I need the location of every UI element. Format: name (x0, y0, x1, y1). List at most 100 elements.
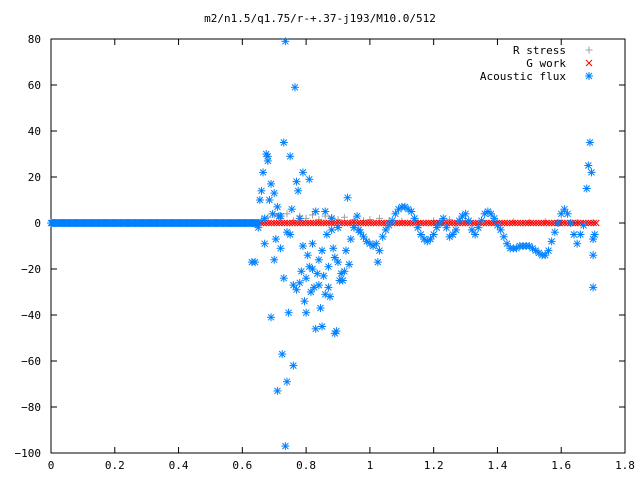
data-point (582, 184, 591, 193)
y-tick-label: −40 (21, 309, 41, 322)
data-point (496, 225, 505, 234)
data-point (251, 258, 260, 267)
data-point (372, 219, 380, 227)
y-tick-label: −60 (21, 355, 41, 368)
data-point (573, 239, 582, 248)
y-tick-label: −20 (21, 263, 41, 276)
data-point (302, 274, 311, 283)
data-point (378, 219, 385, 227)
data-point (446, 216, 454, 224)
data-point (527, 219, 535, 227)
data-point (436, 219, 445, 227)
data-point (314, 281, 323, 290)
data-point (584, 161, 593, 170)
series-g-work (254, 219, 600, 227)
data-point (254, 223, 263, 232)
data-point (315, 216, 323, 224)
data-point (319, 271, 328, 280)
data-point (446, 219, 453, 227)
data-point (385, 221, 394, 230)
data-point (294, 186, 303, 195)
data-point (338, 276, 347, 285)
data-point (283, 219, 291, 227)
data-point (267, 313, 276, 322)
data-point (561, 219, 569, 227)
data-point (327, 225, 336, 234)
data-point (273, 386, 282, 395)
data-point (334, 258, 342, 267)
data-point (308, 239, 317, 248)
data-point (267, 179, 276, 188)
data-point (427, 219, 435, 227)
data-point (298, 168, 307, 177)
y-tick-label: 40 (28, 125, 41, 138)
data-point (388, 216, 397, 225)
data-point (487, 209, 496, 218)
data-point (373, 258, 382, 267)
legend-marker (585, 46, 593, 54)
data-point (370, 219, 377, 227)
data-point (590, 230, 599, 239)
data-point (516, 219, 524, 227)
data-point (324, 262, 333, 271)
data-point (320, 219, 328, 227)
data-point (270, 189, 279, 198)
data-point (311, 324, 320, 333)
data-point (448, 219, 456, 227)
data-point (309, 219, 317, 227)
data-point (540, 219, 548, 227)
data-point (288, 219, 296, 227)
data-point (289, 281, 298, 290)
data-point (530, 219, 537, 227)
data-point (485, 219, 493, 227)
data-point (287, 205, 296, 214)
data-point (519, 219, 527, 227)
data-point (312, 219, 320, 227)
data-point (362, 219, 370, 227)
data-point (344, 219, 351, 227)
data-point (262, 219, 270, 227)
data-point (359, 219, 367, 227)
data-point (589, 251, 598, 260)
data-point (372, 239, 381, 248)
data-point (589, 283, 598, 292)
data-point (281, 442, 290, 451)
data-point (592, 219, 600, 227)
data-point (417, 219, 425, 227)
data-point (511, 219, 519, 227)
data-point (576, 230, 585, 239)
data-point (563, 209, 572, 218)
data-point (590, 219, 598, 227)
data-point (326, 292, 335, 301)
x-tick-label: 1.6 (551, 459, 571, 472)
data-point (305, 175, 314, 184)
data-point (283, 210, 291, 218)
data-point (381, 225, 390, 234)
data-point (318, 246, 327, 255)
data-point (278, 350, 287, 359)
x-tick-label: 1.2 (424, 459, 444, 472)
data-point (260, 214, 269, 223)
data-point (490, 214, 499, 223)
data-point (330, 253, 339, 262)
data-point (334, 223, 342, 232)
data-point (257, 186, 266, 195)
data-point (506, 219, 514, 227)
data-point (317, 219, 325, 227)
data-point (413, 223, 422, 232)
data-point (471, 230, 480, 239)
data-point (367, 219, 375, 227)
data-point (340, 267, 349, 276)
data-point (341, 219, 349, 227)
data-point (375, 219, 383, 227)
data-point (353, 212, 362, 221)
x-tick-label: 0.6 (232, 459, 252, 472)
x-tick-label: 0 (48, 459, 55, 472)
data-point (585, 138, 594, 147)
data-point (295, 278, 304, 287)
data-point (430, 219, 438, 227)
x-tick-label: 0.4 (169, 459, 189, 472)
data-point (364, 219, 372, 227)
data-point (359, 232, 368, 241)
